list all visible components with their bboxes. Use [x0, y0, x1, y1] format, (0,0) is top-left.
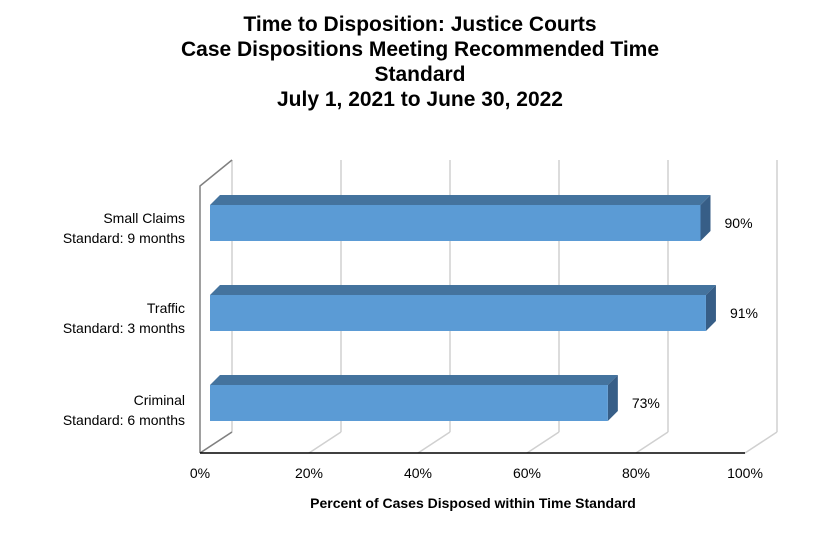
title-line: Standard [374, 63, 466, 86]
chart-title: Time to Disposition: Justice Courts Case… [0, 12, 840, 112]
floor-left-edge [199, 431, 233, 454]
bar [210, 295, 706, 331]
category-name: Traffic [146, 300, 185, 316]
x-axis-title: Percent of Cases Disposed within Time St… [310, 495, 636, 511]
category-standard: Standard: 9 months [62, 230, 185, 246]
category-label-small-claims: Small Claims Standard: 9 months [63, 208, 185, 248]
bar-top [210, 195, 711, 205]
title-line: Case Dispositions Meeting Recommended Ti… [180, 38, 660, 61]
left-wall [199, 159, 233, 453]
bar-top [210, 375, 618, 385]
x-tick-label: 80% [622, 465, 650, 481]
x-tick-label: 60% [513, 465, 541, 481]
bar [210, 205, 701, 241]
category-label-traffic: Traffic Standard: 3 months [63, 298, 185, 338]
bar-top [210, 285, 716, 295]
floor-gridline [744, 431, 778, 454]
data-label: 91% [730, 305, 758, 321]
x-tick-label: 40% [404, 465, 432, 481]
data-label: 90% [725, 215, 753, 231]
bar-side [705, 285, 716, 331]
bar-side [700, 195, 711, 241]
x-tick-label: 0% [190, 465, 210, 481]
floor-gridline [635, 431, 669, 454]
bar [210, 385, 608, 421]
x-tick-label: 100% [727, 465, 763, 481]
category-name: Criminal [133, 392, 185, 408]
category-standard: Standard: 3 months [62, 320, 185, 336]
bar-side [607, 375, 618, 421]
category-standard: Standard: 6 months [62, 412, 185, 428]
x-tick-label: 20% [295, 465, 323, 481]
category-label-criminal: Criminal Standard: 6 months [63, 390, 185, 430]
floor-gridline [417, 431, 451, 454]
title-line: July 1, 2021 to June 30, 2022 [276, 88, 563, 111]
floor-gridline [526, 431, 560, 454]
floor-gridline [308, 431, 342, 454]
title-line: Time to Disposition: Justice Courts [243, 13, 597, 36]
data-label: 73% [632, 395, 660, 411]
category-name: Small Claims [103, 210, 185, 226]
